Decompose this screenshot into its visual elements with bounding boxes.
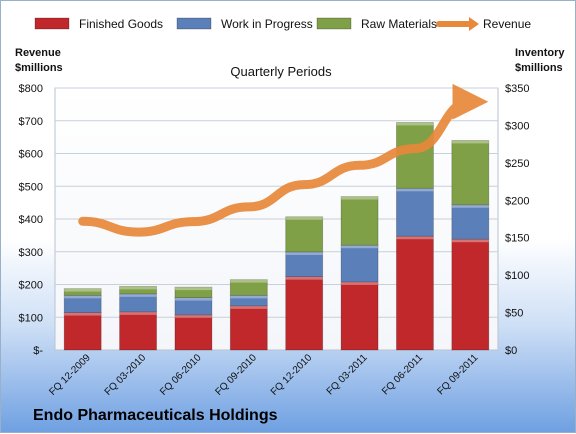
bar-highlight	[120, 312, 157, 315]
right-axis-label-line2: $millions	[515, 62, 563, 74]
right-axis-label-line1: Inventory	[515, 47, 565, 59]
left-tick-label: $600	[19, 149, 43, 161]
left-tick-label: $800	[19, 83, 43, 95]
bar-finished-goods	[64, 313, 101, 350]
legend-label: Raw Materials	[361, 17, 437, 31]
x-tick-label: FQ 06-2011	[380, 352, 425, 397]
bar-finished-goods	[286, 277, 323, 350]
bar-highlight	[64, 313, 101, 316]
right-axis-ticks: $0 $50 $100 $150 $200 $250 $300 $350	[505, 83, 529, 357]
bar-highlight	[286, 217, 323, 220]
bar-work-in-progress	[341, 245, 378, 282]
bar-highlight	[452, 239, 489, 242]
right-tick-label: $0	[505, 345, 517, 357]
right-tick-label: $250	[505, 158, 529, 170]
bar-highlight	[175, 287, 212, 290]
bar-finished-goods	[120, 312, 157, 350]
x-tick-label: FQ 09-2010	[213, 352, 259, 398]
right-tick-label: $200	[505, 195, 529, 207]
left-axis-label-line2: $millions	[15, 62, 63, 74]
bar-highlight	[120, 294, 157, 297]
legend-swatch	[35, 18, 69, 29]
legend-swatch	[177, 18, 211, 29]
bar-highlight	[396, 236, 433, 239]
bar-work-in-progress	[452, 205, 489, 239]
bar-work-in-progress	[286, 252, 323, 277]
chart-title: Quarterly Periods	[230, 64, 332, 79]
bar-raw-materials	[396, 122, 433, 188]
left-axis-ticks: $- $100 $200 $300 $400 $500 $600 $700 $800	[19, 83, 44, 357]
bar-highlight	[286, 252, 323, 255]
bar-highlight	[175, 315, 212, 318]
bar-highlight	[175, 298, 212, 301]
left-tick-label: $-	[33, 345, 43, 357]
x-tick-label: FQ 03-2011	[325, 352, 370, 397]
bar-highlight	[120, 286, 157, 289]
bar-highlight	[452, 140, 489, 143]
bar-highlight	[396, 188, 433, 191]
bar-finished-goods	[396, 236, 433, 350]
right-tick-label: $300	[505, 120, 529, 132]
bar-raw-materials	[286, 217, 323, 252]
bar-highlight	[341, 197, 378, 200]
left-tick-label: $400	[19, 214, 43, 226]
bar-highlight	[396, 122, 433, 125]
bar-highlight	[286, 277, 323, 280]
right-tick-label: $150	[505, 233, 529, 245]
right-tick-label: $50	[505, 308, 523, 320]
right-tick-label: $100	[505, 270, 529, 282]
legend-arrow-icon	[469, 17, 479, 31]
left-tick-label: $200	[19, 280, 43, 292]
legend: Finished Goods Work in Progress Raw Materi…	[35, 17, 531, 31]
bar-highlight	[230, 295, 267, 298]
bar-highlight	[341, 282, 378, 285]
bar-finished-goods	[175, 315, 212, 350]
legend-label: Finished Goods	[79, 17, 163, 31]
left-tick-label: $500	[19, 181, 43, 193]
left-tick-label: $100	[19, 312, 43, 324]
bar-highlight	[452, 205, 489, 208]
x-tick-label: FQ 12-2010	[269, 352, 315, 398]
x-tick-label: FQ 09-2011	[435, 352, 480, 397]
bar-highlight	[230, 280, 267, 283]
x-tick-label: FQ 12-2009	[47, 352, 93, 398]
bar-finished-goods	[341, 282, 378, 350]
x-tick-label: FQ 03-2010	[103, 352, 149, 398]
legend-swatch	[317, 18, 351, 29]
right-tick-label: $350	[505, 83, 529, 95]
left-tick-label: $700	[19, 116, 43, 128]
left-axis-label-line1: Revenue	[15, 47, 61, 59]
bar-work-in-progress	[396, 188, 433, 236]
left-tick-label: $300	[19, 247, 43, 259]
bar-highlight	[230, 306, 267, 309]
bar-highlight	[64, 289, 101, 292]
bar-finished-goods	[452, 239, 489, 350]
bar-highlight	[64, 295, 101, 298]
bar-highlight	[341, 245, 378, 248]
bar-finished-goods	[230, 306, 267, 350]
legend-label: Revenue	[483, 17, 531, 31]
x-tick-label: FQ 06-2010	[158, 352, 204, 398]
bar-raw-materials	[341, 197, 378, 246]
bar-raw-materials	[452, 140, 489, 204]
legend-label: Work in Progress	[221, 17, 313, 31]
company-name: Endo Pharmaceuticals Holdings	[33, 407, 278, 424]
